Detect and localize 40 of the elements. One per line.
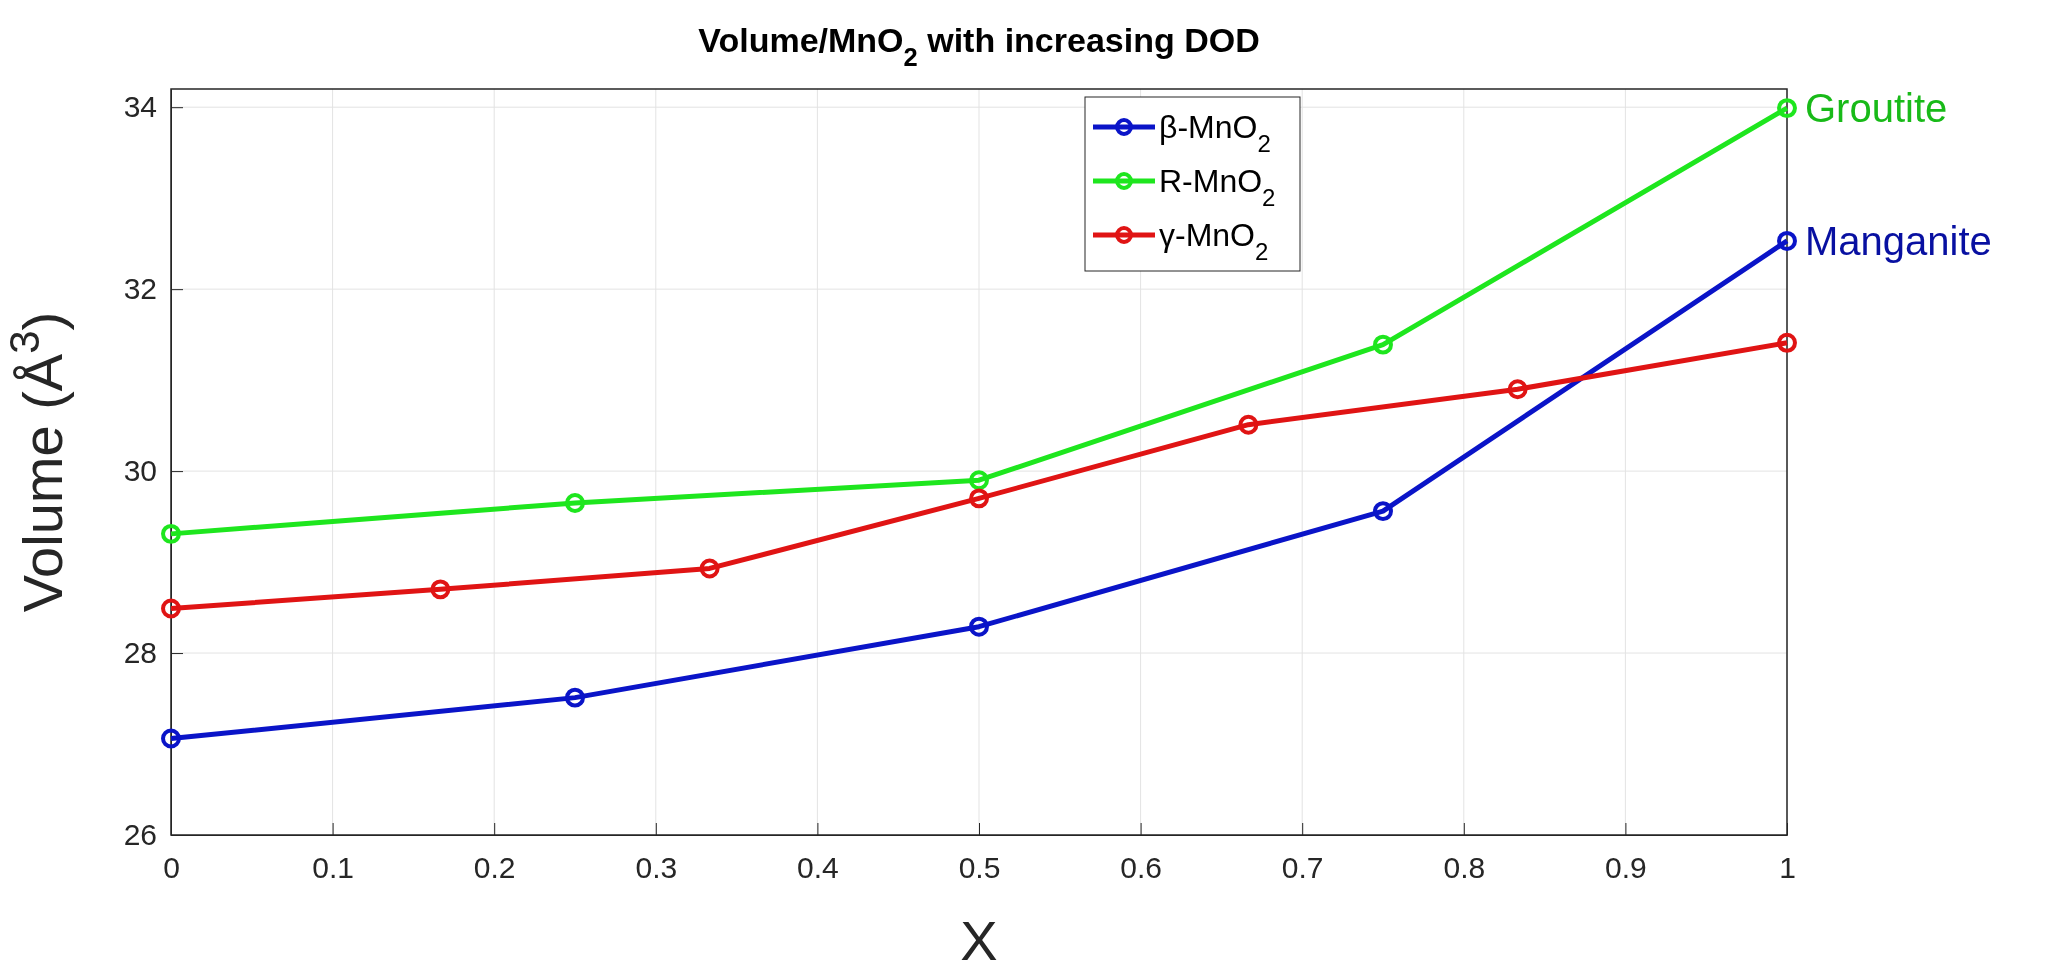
x-tick-label: 0.7 — [1281, 851, 1324, 885]
y-tick-label: 28 — [123, 636, 157, 670]
point — [161, 598, 181, 619]
point — [1373, 334, 1393, 355]
point — [1777, 98, 1797, 119]
x-tick-label: 1 — [1779, 851, 1796, 885]
point — [969, 488, 989, 509]
point — [1777, 332, 1797, 353]
annotation: Manganite — [1805, 218, 1992, 263]
x-tick-label: 0.6 — [1120, 851, 1162, 885]
point — [969, 616, 989, 637]
x-tick-label: 0.5 — [958, 851, 1001, 885]
x-tick-label: 0 — [163, 851, 180, 885]
point — [1373, 501, 1393, 522]
point — [1777, 230, 1797, 251]
point — [969, 470, 989, 491]
point — [699, 558, 720, 579]
x-tick-label: 0.1 — [312, 851, 354, 885]
point — [161, 523, 181, 544]
x-tick-label: 0.3 — [635, 851, 678, 885]
point — [565, 492, 585, 513]
x-axis-title: X — [960, 909, 998, 972]
y-tick-label: 26 — [123, 818, 157, 852]
point — [430, 579, 451, 600]
legend-label: R-MnO$_{2}$ — [1159, 163, 1276, 211]
y-tick-label: 34 — [123, 90, 157, 124]
chart-title: Volume/MnO$_{2}$ with increasing DOD — [698, 21, 1260, 71]
x-tick-label: 0.9 — [1605, 851, 1647, 885]
legend-label: γ-MnO$_{2}$ — [1159, 217, 1269, 265]
point — [565, 687, 585, 708]
y-tick-label: 30 — [123, 454, 157, 488]
legend-label: β-MnO$_{2}$ — [1159, 109, 1271, 157]
point — [1507, 379, 1528, 400]
y-tick-label: 32 — [123, 272, 157, 306]
point — [1238, 414, 1259, 435]
x-tick-label: 0.8 — [1443, 851, 1486, 885]
point — [161, 728, 181, 749]
x-tick-label: 0.2 — [473, 851, 516, 885]
x-tick-label: 0.4 — [797, 851, 839, 885]
annotation: Groutite — [1805, 86, 1948, 131]
